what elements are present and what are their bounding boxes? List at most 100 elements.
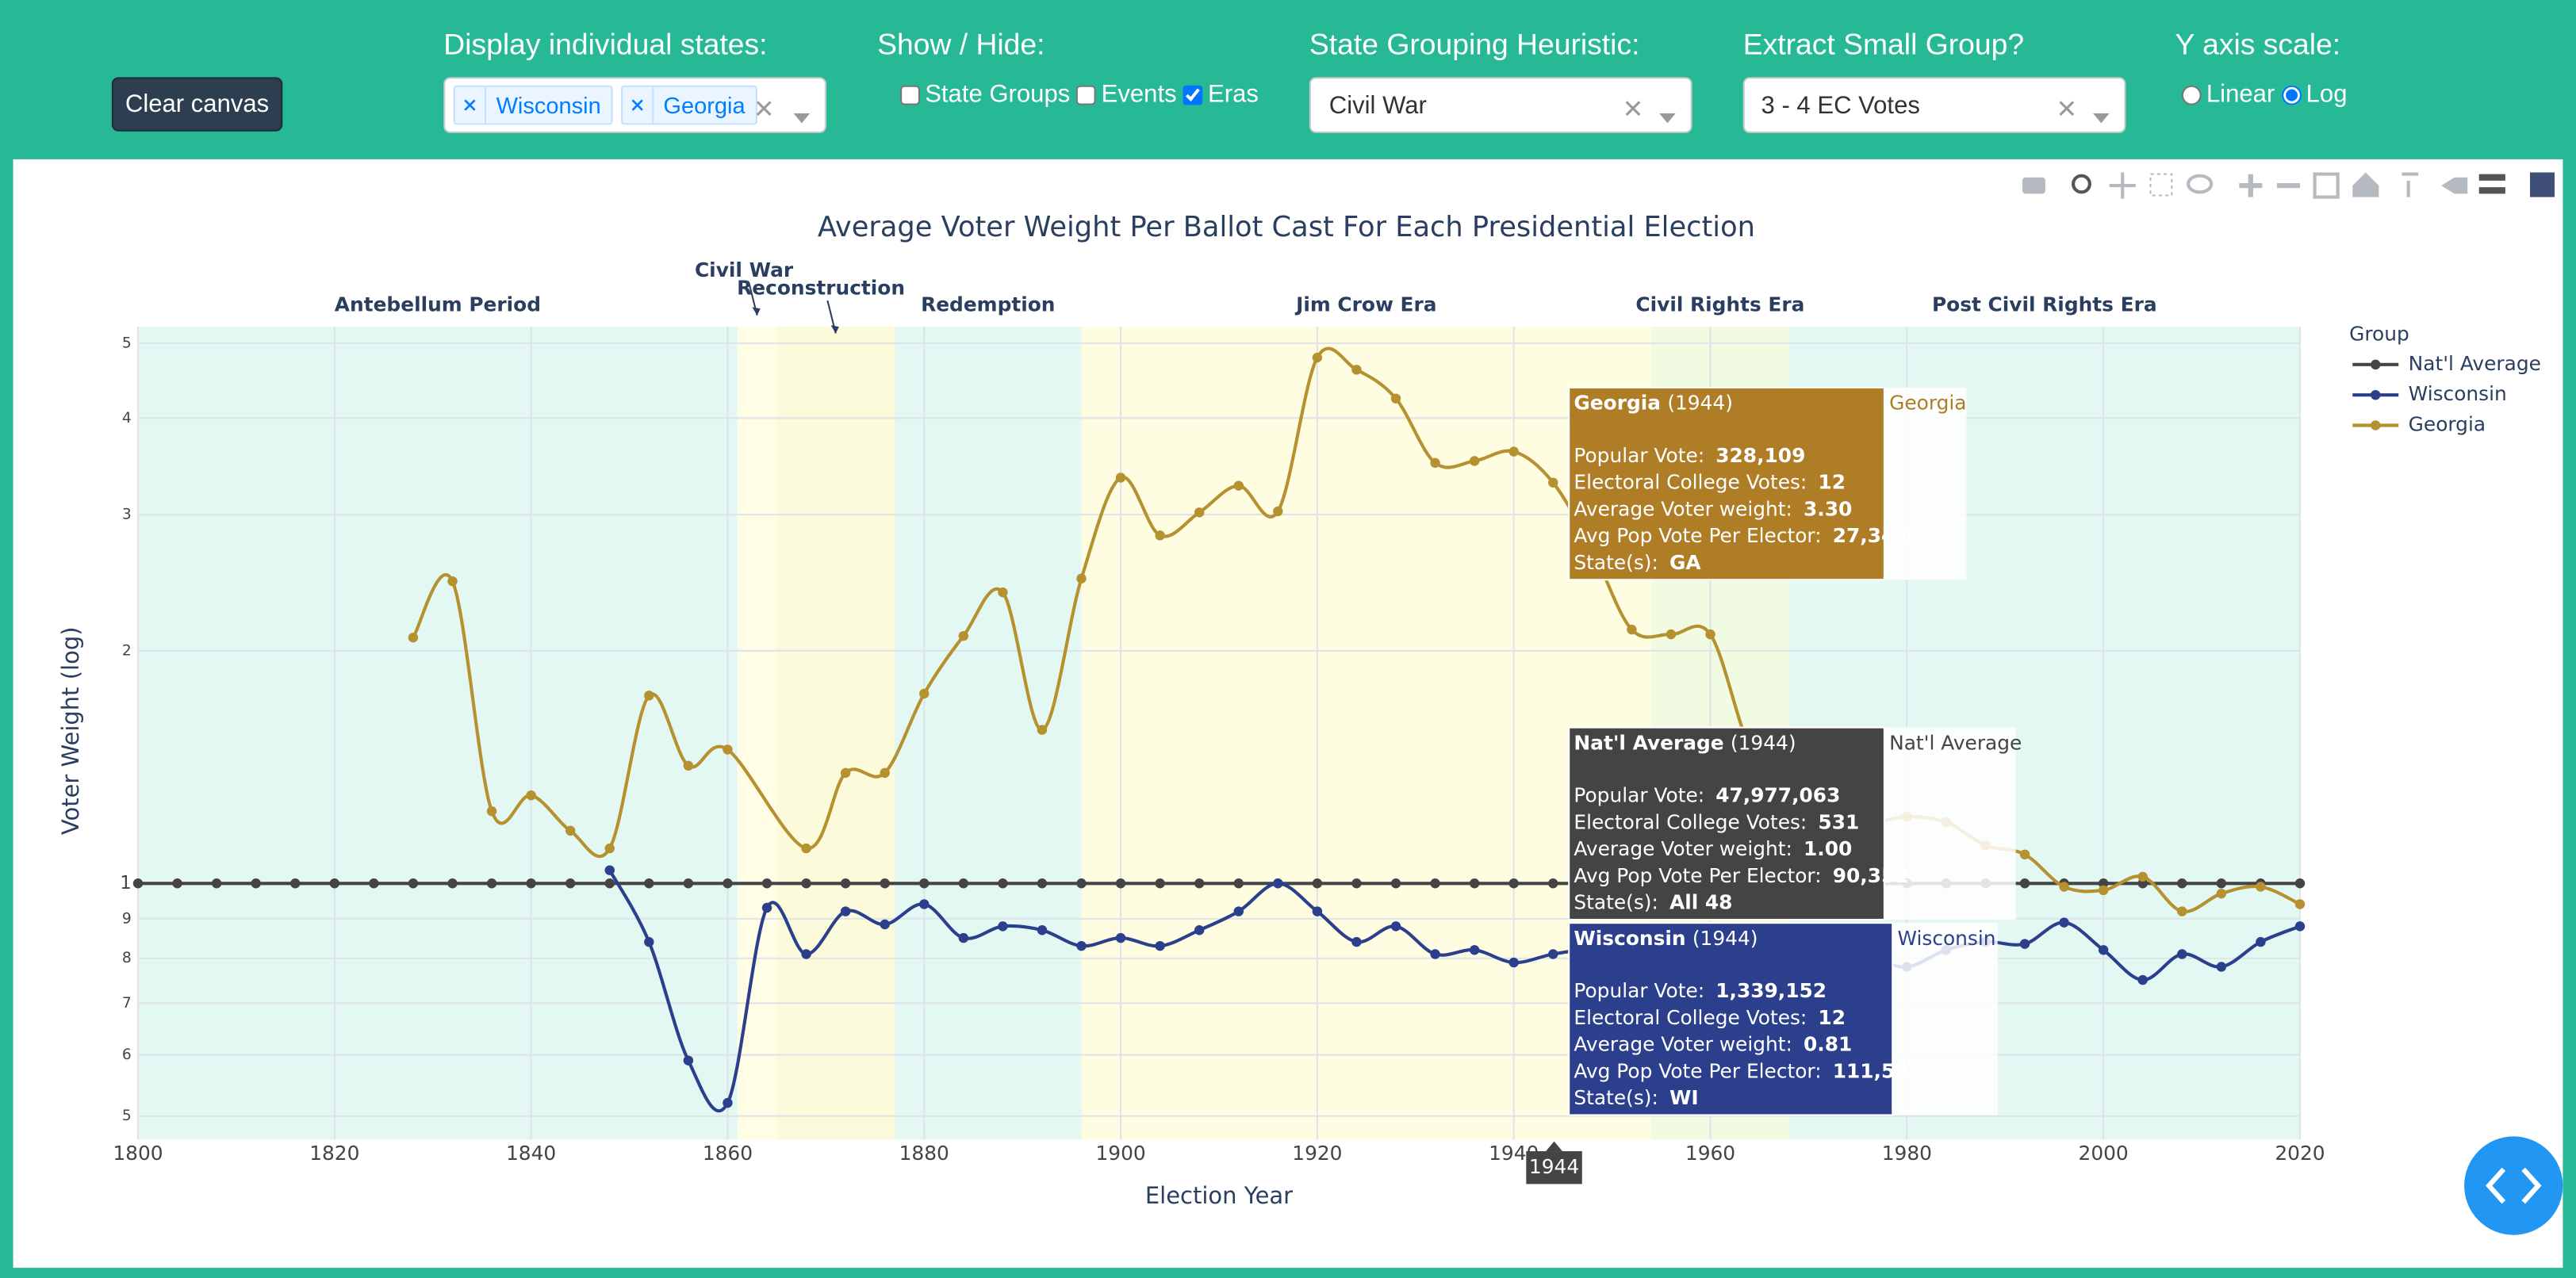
x-tick-label: 2000: [2079, 1142, 2129, 1165]
data-point: [1390, 878, 1401, 889]
hover-compare-icon[interactable]: [2478, 174, 2505, 194]
tooltip-name: Wisconsin: [1574, 927, 1685, 950]
data-point: [1155, 940, 1165, 951]
states-select[interactable]: Wisconsin Georgia: [443, 77, 826, 133]
dropdown-arrow[interactable]: [2092, 101, 2110, 129]
y-axis-title: Voter Weight (log): [57, 626, 84, 835]
tooltip-row: Average Voter weight: 3.30: [1574, 497, 1852, 520]
hover-tooltip: Georgia Georgia (1944) Popular Vote: 328,10…: [1568, 386, 1967, 581]
data-point: [526, 878, 536, 889]
tooltip-row-value: 1,339,152: [1715, 979, 1827, 1002]
hover-x-box: [1526, 1151, 1582, 1184]
dropdown-arrow[interactable]: [793, 101, 811, 129]
data-point: [1430, 457, 1440, 469]
era-band: [1081, 327, 1652, 1140]
zoom-icon[interactable]: [2072, 174, 2091, 194]
era-arrowhead: [830, 325, 839, 334]
data-point: [1115, 878, 1126, 889]
data-point: [644, 878, 654, 889]
y-tick-label: 8: [122, 950, 132, 966]
tooltip-row: Average Voter weight: 0.81: [1574, 1033, 1852, 1056]
reset-icon[interactable]: [2352, 172, 2379, 197]
scale-options: Linear Log: [2181, 80, 2351, 109]
tooltip-row-label: Average Voter weight:: [1574, 837, 1798, 860]
clear-icon[interactable]: [2058, 95, 2075, 123]
remove-tag-icon[interactable]: [623, 86, 654, 124]
tooltip-header: Georgia (1944): [1574, 392, 1733, 415]
checkbox[interactable]: [1183, 84, 1203, 105]
small-group-value: 3 - 4 EC Votes: [1761, 90, 1920, 120]
box-select-icon[interactable]: [2149, 173, 2173, 197]
tooltip-box: [1568, 386, 1885, 581]
data-point: [486, 878, 497, 889]
data-point: [1233, 878, 1244, 889]
tooltip-row-label: Avg Pop Vote Per Elector:: [1574, 1059, 1827, 1082]
checkbox[interactable]: [900, 84, 920, 105]
checkbox-option: State Groups: [900, 80, 1070, 109]
tooltip-row-value: 1.00: [1804, 837, 1852, 860]
checkbox[interactable]: [1076, 84, 1097, 105]
radio[interactable]: [2281, 84, 2302, 105]
zoom-in-icon[interactable]: [2239, 174, 2263, 197]
y-tick-label: 2: [122, 642, 132, 659]
data-point: [2019, 878, 2030, 889]
remove-tag-icon[interactable]: [455, 86, 487, 124]
x-axis-title: Election Year: [1145, 1182, 1293, 1209]
radio[interactable]: [2181, 84, 2202, 105]
small-group-select[interactable]: 3 - 4 EC Votes: [1742, 77, 2126, 133]
tooltip-row-label: Popular Vote:: [1574, 444, 1711, 467]
spike-icon[interactable]: [2402, 172, 2419, 197]
y-tick-label: 1: [120, 873, 131, 893]
data-point: [958, 878, 969, 889]
data-point: [840, 767, 851, 779]
tooltip-row-value: 90,352: [1833, 864, 1909, 887]
chart-title: Average Voter Weight Per Ballot Cast For…: [818, 211, 1755, 243]
data-point: [1037, 725, 1048, 735]
data-point: [1312, 352, 1323, 363]
tooltip-year: (1944): [1692, 927, 1758, 950]
plotly-logo[interactable]: [2529, 172, 2555, 197]
tooltip-row-value: WI: [1669, 1086, 1699, 1109]
data-point: [761, 902, 772, 913]
clear-canvas-button[interactable]: Clear canvas: [111, 77, 283, 132]
data-point: [801, 878, 811, 889]
radio-option: Linear: [2181, 80, 2275, 109]
clear-icon[interactable]: [756, 95, 772, 123]
lasso-icon[interactable]: [2187, 174, 2214, 194]
data-point: [447, 878, 458, 889]
data-point: [2216, 888, 2227, 899]
tooltip-row: Average Voter weight: 1.00: [1574, 837, 1852, 860]
data-point: [565, 878, 576, 889]
x-tick-label: 1860: [703, 1142, 753, 1165]
checkbox-label: Eras: [1207, 80, 1259, 109]
x-tick-label: 1900: [1095, 1142, 1145, 1165]
data-point: [2098, 945, 2109, 955]
pan-icon[interactable]: [2109, 172, 2136, 199]
data-point: [2177, 949, 2187, 959]
hover-tooltip: Nat'l Average Nat'l Average (1944) Popular …: [1568, 726, 2022, 921]
tooltip-row-value: GA: [1669, 551, 1701, 574]
tooltip-row: Electoral College Votes: 12: [1574, 1006, 1846, 1029]
era-label: Civil War: [695, 258, 794, 281]
dropdown-arrow[interactable]: [1659, 101, 1676, 129]
era-band: [895, 327, 1082, 1140]
grouping-select[interactable]: Civil War: [1309, 77, 1692, 133]
data-point: [604, 865, 615, 875]
data-point: [919, 878, 930, 889]
checkbox-option: Events: [1076, 80, 1177, 109]
autoscale-icon[interactable]: [2313, 172, 2340, 199]
data-point: [1076, 573, 1087, 584]
clear-icon[interactable]: [1625, 95, 1642, 123]
tooltip-row-value: 47,977,063: [1715, 784, 1840, 807]
state-tag: Georgia: [620, 85, 757, 125]
hover-closest-icon[interactable]: [2441, 177, 2468, 194]
camera-icon[interactable]: [2022, 177, 2045, 194]
tooltip-row-label: Electoral College Votes:: [1574, 1006, 1813, 1029]
x-tick-label: 1820: [309, 1142, 359, 1165]
state-tag: Wisconsin: [453, 85, 613, 125]
tooltip-row-label: Electoral College Votes:: [1574, 810, 1813, 833]
code-toggle-button[interactable]: [2464, 1136, 2563, 1235]
data-point: [1115, 932, 1126, 943]
data-point: [1076, 878, 1087, 889]
